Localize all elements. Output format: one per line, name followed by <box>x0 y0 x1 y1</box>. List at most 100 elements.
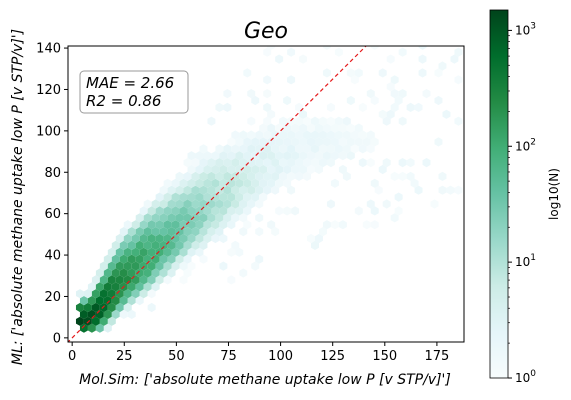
hexbin-cell <box>135 296 144 306</box>
hexbin-cell <box>171 261 180 271</box>
hexbin-cell <box>199 240 208 250</box>
hexbin-cell <box>187 233 196 244</box>
hexbin-cell <box>179 206 188 216</box>
hexbin-cell <box>303 116 312 126</box>
hexbin-cell <box>219 178 228 188</box>
hexbin-cell <box>155 247 164 257</box>
hexbin-cell <box>314 123 323 133</box>
hexbin-cell <box>115 289 124 299</box>
hexbin-cell <box>163 233 172 244</box>
hexbin-cell <box>267 137 276 147</box>
hexbin-cell <box>199 227 208 237</box>
hexbin-cell <box>223 89 232 99</box>
hexbin-cell <box>115 233 124 244</box>
hexbin-cell <box>151 268 160 278</box>
hexbin-cell <box>99 316 108 326</box>
hexbin-cell <box>235 164 244 175</box>
hexbin-cell <box>163 192 172 202</box>
hexbin-cell <box>307 137 315 147</box>
hexbin-cell <box>195 220 204 230</box>
hexbin-cell <box>171 178 180 188</box>
hexbin-cell <box>83 302 92 313</box>
hexbin-cell <box>454 116 463 126</box>
stats-annotation: MAE = 2.66 R2 = 0.86 <box>79 70 189 114</box>
hexbin-cell <box>330 151 339 161</box>
hexbin-cell <box>191 213 200 223</box>
hexbin-cell <box>326 158 335 168</box>
hexbin-cell <box>342 130 351 140</box>
hexbin-cell <box>123 261 132 271</box>
hexbin-cell <box>79 296 88 306</box>
hexbin-cell <box>179 178 188 188</box>
hexbin-cell <box>135 227 144 237</box>
hexbin-cell <box>167 213 176 223</box>
hexbin-cell <box>135 268 144 278</box>
hexbin-cell <box>243 137 252 147</box>
hexbin-cell <box>454 185 463 195</box>
hexbin-cell <box>119 240 128 250</box>
hexbin-cell <box>287 171 296 181</box>
hexbin-cell <box>318 116 327 126</box>
hexbin-cell <box>215 199 224 209</box>
hexbin-cell <box>207 227 216 237</box>
hexbin-cell <box>227 275 236 285</box>
hexbin-cell <box>303 144 312 154</box>
hexbin-cell <box>115 261 124 271</box>
hexbin-cell <box>283 95 292 106</box>
hexbin-cell <box>263 171 272 181</box>
hexbin-cell <box>358 102 367 112</box>
hexbin-cell <box>223 185 232 195</box>
hexbin-cell <box>239 268 248 278</box>
hexbin-cell <box>227 192 236 202</box>
hexbin-cell <box>219 192 228 202</box>
hexbin-cell <box>159 227 168 237</box>
hexbin-cell <box>334 47 343 57</box>
hexbin-cell <box>454 47 463 57</box>
hexbin-cell <box>91 316 100 326</box>
hexbin-cell <box>398 116 407 126</box>
hexbin-cell <box>95 296 104 306</box>
x-tick-label: 50 <box>168 349 185 364</box>
hexbin-cell <box>342 171 351 181</box>
hexbin-cell <box>171 220 180 230</box>
hexbin-cell <box>207 185 216 195</box>
hexbin-cell <box>151 213 160 223</box>
hexbin-cell <box>191 227 200 237</box>
hexbin-cell <box>342 116 351 126</box>
hexbin-cell <box>163 275 172 285</box>
hexbin-cell <box>255 199 264 209</box>
hexbin-cell <box>247 116 256 126</box>
hexbin-cell <box>390 89 399 99</box>
y-tick-label: 20 <box>44 290 61 305</box>
hexbin-cell <box>326 116 335 126</box>
hexbin-cell <box>187 261 196 271</box>
hexbin-cell <box>366 199 375 209</box>
hexbin-cell <box>243 206 252 216</box>
hexbin-cell <box>386 54 395 64</box>
hexbin-cell <box>123 302 132 313</box>
hexbin-cell <box>99 302 108 313</box>
hexbin-cell <box>370 220 379 230</box>
hexbin-cell <box>303 158 312 168</box>
hexbin-cell <box>235 206 244 216</box>
hexbin-cell <box>163 261 172 271</box>
hexbin-cell <box>99 261 108 271</box>
hexbin-cell <box>275 137 284 147</box>
hexbin-cell <box>239 144 248 154</box>
hexbin-cell <box>167 185 176 195</box>
hexbin-cell <box>183 171 192 181</box>
hexbin-cell <box>354 137 363 147</box>
hexbin-cell <box>255 171 264 181</box>
hexbin-cell <box>334 144 343 154</box>
hexbin-cell <box>187 247 196 257</box>
hexbin-cell <box>75 289 84 299</box>
hexbin-cell <box>275 151 284 161</box>
hexbin-cell <box>135 282 144 292</box>
hexbin-cell <box>179 192 188 202</box>
hexbin-cell <box>151 227 160 237</box>
hexbin-cell <box>119 227 128 237</box>
hexbin-cell <box>239 213 248 223</box>
hexbin-cell <box>243 151 252 161</box>
hexbin-cell <box>99 275 108 285</box>
